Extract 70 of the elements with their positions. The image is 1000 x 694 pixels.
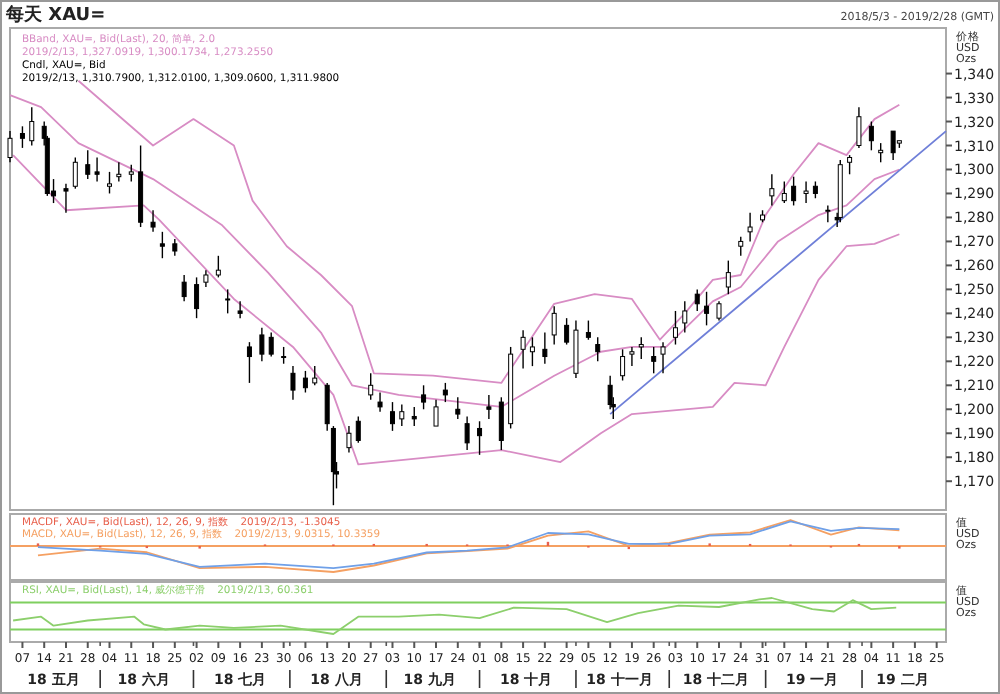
candlestick [803, 180, 809, 204]
candlestick [781, 180, 787, 204]
candlestick [194, 276, 200, 319]
candlestick [672, 310, 678, 346]
chart-title: 每天 XAU= [4, 4, 106, 26]
candlestick [856, 106, 862, 149]
candlestick [564, 317, 570, 346]
candlestick [738, 235, 744, 257]
candlestick [29, 106, 35, 147]
candlestick [551, 305, 557, 346]
candlestick [442, 382, 448, 403]
candlestick [595, 336, 601, 363]
candlestick [629, 346, 635, 367]
candlestick [181, 274, 187, 303]
candlestick [573, 319, 579, 379]
candlestick [890, 130, 896, 161]
candlestick [355, 415, 361, 444]
candlestick [215, 255, 221, 279]
candlestick [847, 154, 853, 175]
candlestick [368, 372, 374, 401]
candlestick [225, 288, 231, 315]
candlestick [399, 403, 405, 427]
candlestick [585, 319, 591, 341]
candlestick [377, 391, 383, 413]
candlestick [63, 183, 69, 214]
candlestick [72, 156, 78, 190]
candlestick [150, 209, 156, 233]
candlestick [878, 142, 884, 163]
candlestick [660, 341, 666, 375]
candlestick [7, 130, 13, 163]
candlestick [346, 425, 352, 454]
candlestick [116, 161, 122, 183]
candlestick [19, 125, 25, 149]
candlestick [638, 336, 644, 360]
candlestick [268, 331, 274, 358]
candlestick [246, 341, 252, 384]
candlestick [477, 420, 483, 456]
candlestick [486, 394, 492, 420]
candlestick [868, 120, 874, 151]
candlestick [159, 231, 165, 259]
candlestick [694, 288, 700, 312]
candlestick [302, 370, 308, 394]
candlestick [769, 173, 775, 207]
candlestick [455, 396, 461, 420]
candlestick [85, 149, 91, 180]
candlestick [704, 291, 710, 327]
candlestick [433, 398, 439, 427]
candlestick [498, 396, 504, 451]
candlestick [411, 406, 417, 427]
candlestick [237, 300, 243, 319]
candlestick [389, 401, 395, 432]
candlestick [290, 365, 296, 401]
candlestick [651, 346, 657, 375]
candlestick [421, 384, 427, 410]
candlestick [716, 300, 722, 322]
candlestick [825, 204, 831, 223]
candlestick [259, 327, 265, 363]
candlestick [747, 211, 753, 243]
candlestick [725, 259, 731, 295]
candlestick [620, 348, 626, 382]
candlestick [682, 300, 688, 334]
candlestick [791, 175, 797, 207]
line-series [77, 79, 901, 384]
candlestick [542, 331, 548, 365]
candlestick [529, 336, 535, 367]
candlestick [520, 329, 526, 370]
candlestick [464, 415, 470, 451]
candlestick [312, 365, 318, 386]
candlestick [94, 156, 100, 183]
candlestick [107, 171, 113, 195]
